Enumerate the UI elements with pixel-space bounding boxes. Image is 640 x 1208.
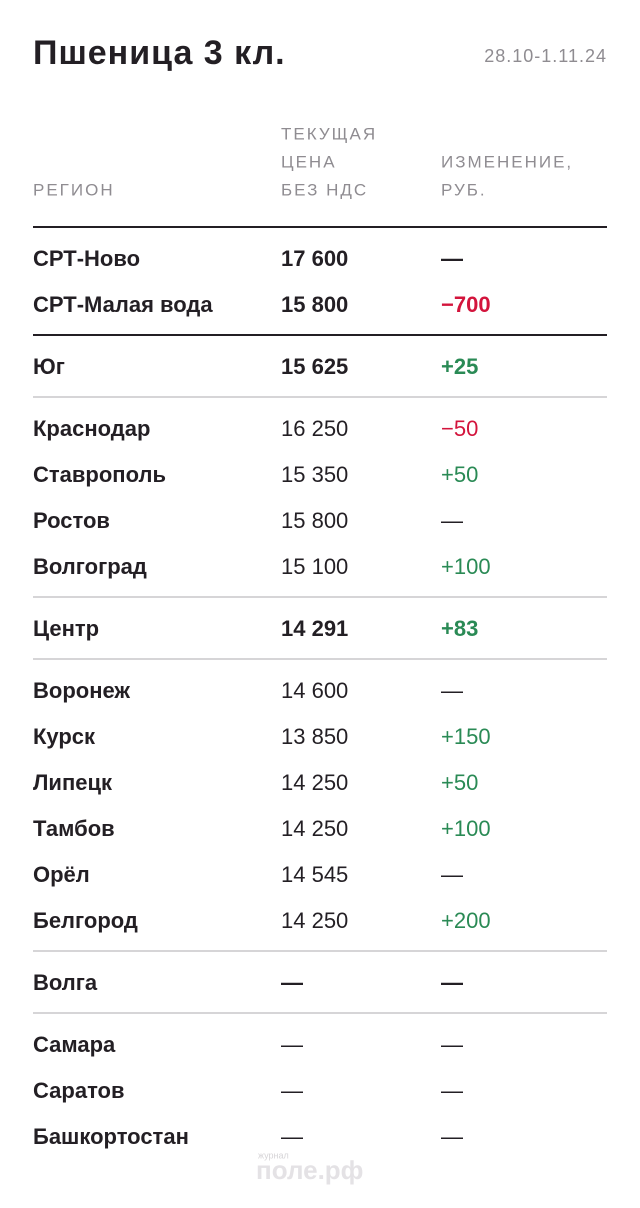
price: — xyxy=(281,1032,303,1057)
change: — xyxy=(441,246,463,271)
change: +200 xyxy=(441,908,491,933)
price: 14 250 xyxy=(281,816,348,841)
change: +50 xyxy=(441,462,478,487)
change: — xyxy=(441,1124,463,1149)
price: 15 625 xyxy=(281,354,348,379)
change: −50 xyxy=(441,416,478,441)
change: — xyxy=(441,1078,463,1103)
region: Юг xyxy=(33,354,65,379)
region: Липецк xyxy=(33,770,113,795)
title: Пшеница 3 кл. xyxy=(33,34,286,72)
price: 15 350 xyxy=(281,462,348,487)
price: — xyxy=(281,970,303,995)
price: 14 291 xyxy=(281,616,348,641)
change: −700 xyxy=(441,292,491,317)
price: 15 800 xyxy=(281,292,348,317)
price: 16 250 xyxy=(281,416,348,441)
region: Башкортостан xyxy=(33,1124,189,1149)
region: Орёл xyxy=(33,862,90,887)
price: 15 800 xyxy=(281,508,348,533)
change: — xyxy=(441,678,463,703)
region: СРТ-Малая вода xyxy=(33,292,213,317)
change: — xyxy=(441,970,463,995)
change: — xyxy=(441,1032,463,1057)
region: Белгород xyxy=(33,908,138,933)
column-header: ИЗМЕНЕНИЕ, xyxy=(441,152,573,171)
price: 14 600 xyxy=(281,678,348,703)
region: Тамбов xyxy=(33,816,115,841)
column-header: РЕГИОН xyxy=(33,180,115,199)
date: 28.10-1.11.24 xyxy=(484,46,607,66)
change: — xyxy=(441,862,463,887)
price: 14 545 xyxy=(281,862,348,887)
change: +100 xyxy=(441,554,491,579)
region: Ростов xyxy=(33,508,110,533)
change: +150 xyxy=(441,724,491,749)
region: Краснодар xyxy=(33,416,150,441)
price: 17 600 xyxy=(281,246,348,271)
column-header: ЦЕНА xyxy=(281,152,337,171)
watermark: поле.рф xyxy=(256,1155,363,1185)
watermark-small: журнал xyxy=(258,1150,289,1160)
price: — xyxy=(281,1124,303,1149)
change: +100 xyxy=(441,816,491,841)
region: Самара xyxy=(33,1032,116,1057)
price: 15 100 xyxy=(281,554,348,579)
price: — xyxy=(281,1078,303,1103)
region: Ставрополь xyxy=(33,462,166,487)
region: Воронеж xyxy=(33,678,130,703)
change: +50 xyxy=(441,770,478,795)
price: 14 250 xyxy=(281,770,348,795)
change: +83 xyxy=(441,616,478,641)
price: 13 850 xyxy=(281,724,348,749)
change: — xyxy=(441,508,463,533)
column-header: РУБ. xyxy=(441,180,487,199)
region: Саратов xyxy=(33,1078,125,1103)
price: 14 250 xyxy=(281,908,348,933)
region: Курск xyxy=(33,724,96,749)
region: СРТ-Ново xyxy=(33,246,140,271)
region: Центр xyxy=(33,616,99,641)
column-header: БЕЗ НДС xyxy=(281,180,368,199)
region: Волгоград xyxy=(33,554,147,579)
change: +25 xyxy=(441,354,478,379)
column-header: ТЕКУЩАЯ xyxy=(281,124,377,143)
region: Волга xyxy=(33,970,98,995)
